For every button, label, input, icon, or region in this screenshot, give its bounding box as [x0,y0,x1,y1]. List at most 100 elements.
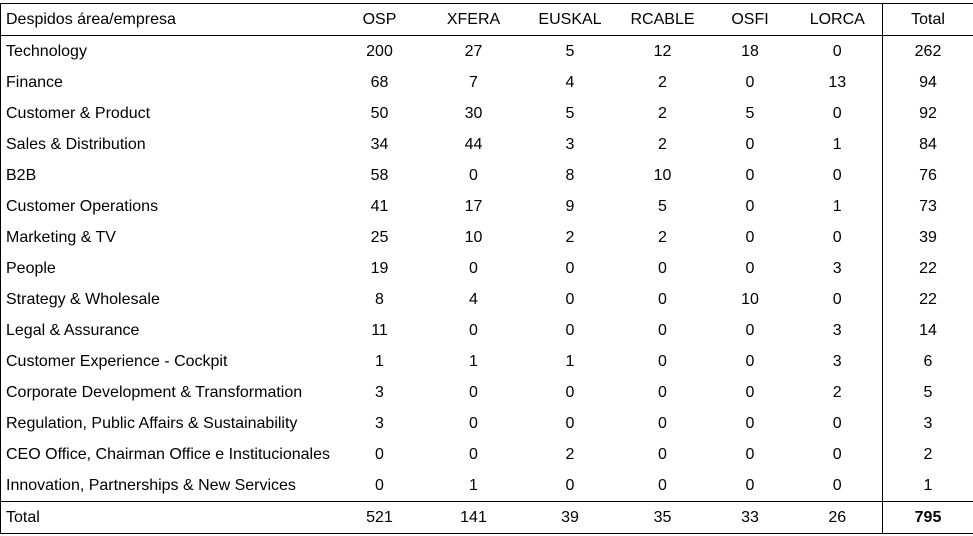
header-osp: OSP [362,10,397,28]
cell-lorca: 3 [832,321,842,339]
cell-osp: 11 [371,321,388,339]
cell-xfera: 27 [464,42,483,60]
cell-rcable: 5 [658,197,667,215]
cell-lorca: 3 [832,259,842,277]
total-osfi: 33 [741,508,759,526]
header-row: Despidos área/empresa OSP XFERA EUSKAL R… [0,3,973,36]
cell-osp: 19 [370,259,389,277]
cell-rcable: 12 [653,42,672,60]
row-label: Marketing & TV [6,228,116,246]
cell-osfi: 18 [741,42,759,60]
table-row: Innovation, Partnerships & New Services 0… [1,470,973,502]
cell-rcable: 0 [658,414,667,432]
cell-total: 22 [882,284,973,315]
table-row: CEO Office, Chairman Office e Institucio… [1,439,973,470]
cell-osp: 34 [370,135,389,153]
row-label: Sales & Distribution [6,135,146,153]
row-label: Customer Operations [6,197,159,215]
table-row: Legal & Assurance 11 0 0 0 0 3 14 [1,315,973,346]
cell-euskal: 0 [565,414,575,432]
cell-total: 84 [882,129,973,160]
table-row: Corporate Development & Transformation 3 0… [1,377,973,408]
cell-euskal: 5 [565,104,575,122]
cell-osfi: 0 [745,73,755,91]
table-row: Customer Experience - Cockpit 1 1 1 0 0 3 6 [1,346,973,377]
cell-total: 6 [882,346,973,377]
row-label: Regulation, Public Affairs & Sustainabil… [6,414,298,432]
grand-total: 795 [882,501,973,534]
cell-total: 1 [882,470,973,502]
totals-row: Total 521 141 39 35 33 26 795 [0,501,973,534]
cell-total: 73 [882,191,973,222]
cell-total: 262 [882,35,973,67]
cell-total: 2 [882,439,973,470]
table-row: People 19 0 0 0 0 3 22 [1,253,973,284]
cell-euskal: 0 [565,476,575,494]
total-xfera: 141 [460,508,487,526]
cell-osfi: 10 [741,290,759,308]
header-lorca: LORCA [809,10,865,28]
cell-total: 92 [882,98,973,129]
cell-osp: 0 [375,445,384,463]
cell-osfi: 0 [745,166,755,184]
table-row: Marketing & TV 25 10 2 2 0 0 39 [1,222,973,253]
cell-total: 94 [882,67,973,98]
table-row: Customer Operations 41 17 9 5 0 1 73 [1,191,973,222]
cell-xfera: 1 [469,352,478,370]
row-label: Strategy & Wholesale [6,290,160,308]
cell-osfi: 0 [745,259,755,277]
table-row: Sales & Distribution 34 44 3 2 0 1 84 [1,129,973,160]
cell-osfi: 0 [745,197,755,215]
cell-osp: 25 [370,228,389,246]
cell-total: 22 [882,253,973,284]
header-rcable: RCABLE [630,10,695,28]
row-label: Legal & Assurance [6,321,140,339]
total-osp: 521 [366,508,393,526]
totals-label: Total [6,508,40,526]
cell-lorca: 3 [832,352,842,370]
cell-euskal: 1 [565,352,575,370]
header-total: Total [882,3,973,36]
cell-euskal: 0 [565,290,575,308]
cell-rcable: 0 [658,352,667,370]
total-lorca: 26 [828,508,847,526]
cell-lorca: 0 [832,228,842,246]
cell-osp: 50 [370,104,389,122]
cell-lorca: 0 [832,42,842,60]
row-label: Corporate Development & Transformation [6,383,303,401]
table-row: Regulation, Public Affairs & Sustainabil… [1,408,973,439]
cell-osp: 41 [370,197,389,215]
cell-rcable: 0 [658,259,667,277]
cell-rcable: 2 [658,104,667,122]
cell-osp: 58 [370,166,389,184]
cell-rcable: 0 [658,445,667,463]
row-label: Technology [6,42,87,60]
cell-lorca: 1 [832,135,842,153]
cell-osfi: 0 [745,414,755,432]
layoffs-table-sheet: Despidos área/empresa OSP XFERA EUSKAL R… [0,3,973,534]
cell-osfi: 0 [745,476,755,494]
header-xfera: XFERA [446,10,501,28]
cell-xfera: 1 [469,476,478,494]
cell-euskal: 2 [565,228,575,246]
cell-osfi: 0 [745,228,755,246]
cell-osfi: 0 [745,321,755,339]
cell-xfera: 0 [469,445,478,463]
cell-lorca: 0 [832,166,842,184]
total-euskal: 39 [561,508,579,526]
cell-xfera: 0 [469,321,478,339]
cell-xfera: 0 [469,259,478,277]
total-rcable: 35 [653,508,672,526]
cell-euskal: 8 [565,166,575,184]
cell-rcable: 0 [658,383,667,401]
cell-xfera: 17 [464,197,483,215]
cell-euskal: 0 [565,259,575,277]
cell-osp: 3 [375,414,384,432]
cell-lorca: 1 [832,197,842,215]
layoffs-table: Despidos área/empresa OSP XFERA EUSKAL R… [0,3,973,534]
header-euskal: EUSKAL [538,10,602,28]
cell-xfera: 7 [469,73,478,91]
row-label: Customer & Product [6,104,151,122]
cell-osfi: 0 [745,383,755,401]
cell-lorca: 0 [832,104,842,122]
